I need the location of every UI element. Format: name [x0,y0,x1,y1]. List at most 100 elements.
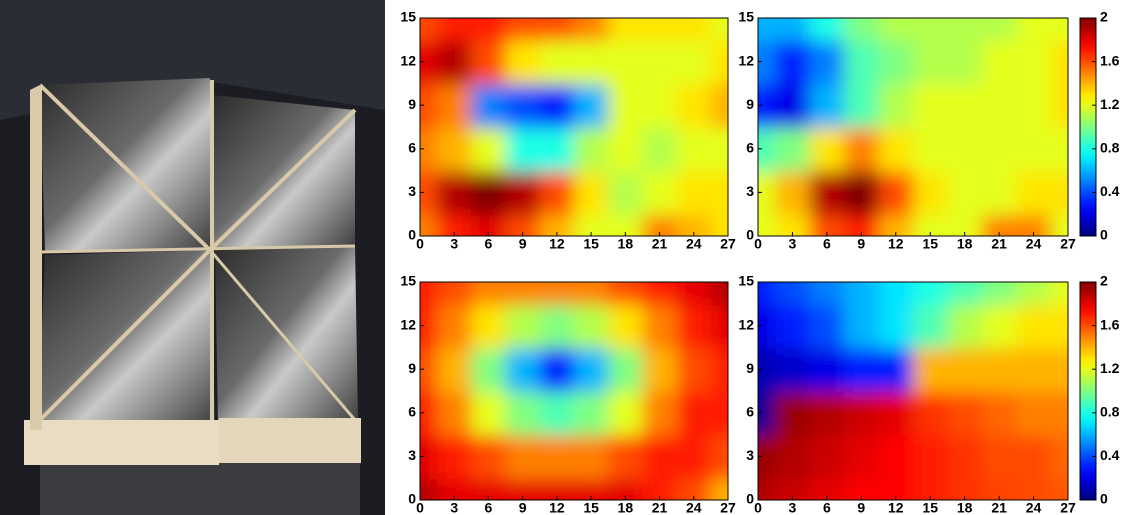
heat-cell [913,170,949,216]
heat-cell [809,434,846,480]
heat-cell [981,170,1018,216]
heat-cell [878,18,914,41]
heat-cell [710,303,728,349]
heat-cell [878,39,914,85]
heat-cell [758,347,777,392]
heat-cell [844,83,880,128]
heat-cell [981,214,1018,236]
heat-cell [471,303,507,349]
x-tick-label: 9 [857,500,865,515]
heat-cell [505,391,541,436]
heat-cell [608,347,644,392]
y-tick-label: 9 [408,360,416,376]
heat-cell [1016,39,1052,85]
heat-cell [775,391,811,436]
heat-cell [1016,282,1052,305]
y-tick-label: 6 [746,404,754,420]
heat-cell [1016,347,1052,392]
heat-cell [809,391,846,436]
heatmap [420,282,728,500]
heat-cell [642,391,678,436]
heat-cell [420,83,439,128]
heatmap [758,282,1068,500]
heat-cell [642,83,678,128]
heat-cell [1050,18,1068,41]
heat-cell [758,83,777,128]
heat-cell [437,39,473,85]
heat-cell [710,83,728,128]
heat-cell [947,39,983,85]
y-tick-label: 6 [746,140,754,156]
heat-cell [981,434,1018,480]
x-tick-label: 21 [652,500,668,515]
heat-cell [471,347,507,392]
heat-cell [775,282,811,305]
heat-cell [947,434,983,480]
heat-cell [981,478,1018,500]
heat-cell [758,391,777,436]
y-tick-label: 9 [408,96,416,112]
heat-cell [437,170,473,216]
heat-cell [676,127,712,172]
heat-cell [539,478,575,500]
y-tick-label: 6 [408,404,416,420]
heat-cell [947,347,983,392]
heat-cell [437,214,473,236]
heatmap [420,18,728,236]
x-tick-label: 6 [823,500,831,515]
heatmap-cells [420,18,728,236]
heat-cell [981,347,1018,392]
heat-cell [913,214,949,236]
x-tick-label: 9 [519,236,527,252]
y-tick-label: 0 [746,227,754,243]
heat-cell [947,214,983,236]
x-tick-label: 18 [618,236,634,252]
heat-cell [913,127,949,172]
heat-cell [608,170,644,216]
heat-cell [775,478,811,500]
plot-frame [757,281,1069,501]
y-tick-label: 3 [746,183,754,199]
colorbar [1079,281,1097,501]
heat-cell [437,83,473,128]
heat-cell [758,170,777,216]
heat-cell [642,18,678,41]
heat-cell [844,127,880,172]
heat-cell [710,347,728,392]
heat-cell [1050,39,1068,85]
heat-cell [878,214,914,236]
heat-cell [947,478,983,500]
x-tick-label: 12 [888,236,904,252]
heat-cell [981,391,1018,436]
heat-cell [878,347,914,392]
heat-cell [420,478,439,500]
y-tick-label: 15 [738,273,754,289]
heat-cell [676,170,712,216]
heat-cell [437,282,473,305]
heat-cell [775,39,811,85]
y-tick-label: 12 [400,316,416,332]
x-tick-label: 3 [450,236,458,252]
heat-cell [420,347,439,392]
plot-frame [419,281,729,501]
y-tick-label: 12 [738,52,754,68]
heat-cell [574,347,610,392]
heat-cell [642,303,678,349]
heat-cell [505,83,541,128]
heat-cell [539,303,575,349]
heat-cell [420,282,439,305]
heat-cell [420,303,439,349]
heat-cell [809,18,846,41]
heat-cell [539,18,575,41]
heat-cell [981,282,1018,305]
heat-cell [1050,303,1068,349]
y-tick-label: 6 [408,140,416,156]
heat-cell [775,83,811,128]
heat-cell [676,478,712,500]
heat-cell [809,83,846,128]
heat-cell [642,282,678,305]
x-tick-label: 0 [754,500,762,515]
y-tick-label: 15 [400,9,416,25]
heat-cell [844,478,880,500]
heat-cell [676,347,712,392]
